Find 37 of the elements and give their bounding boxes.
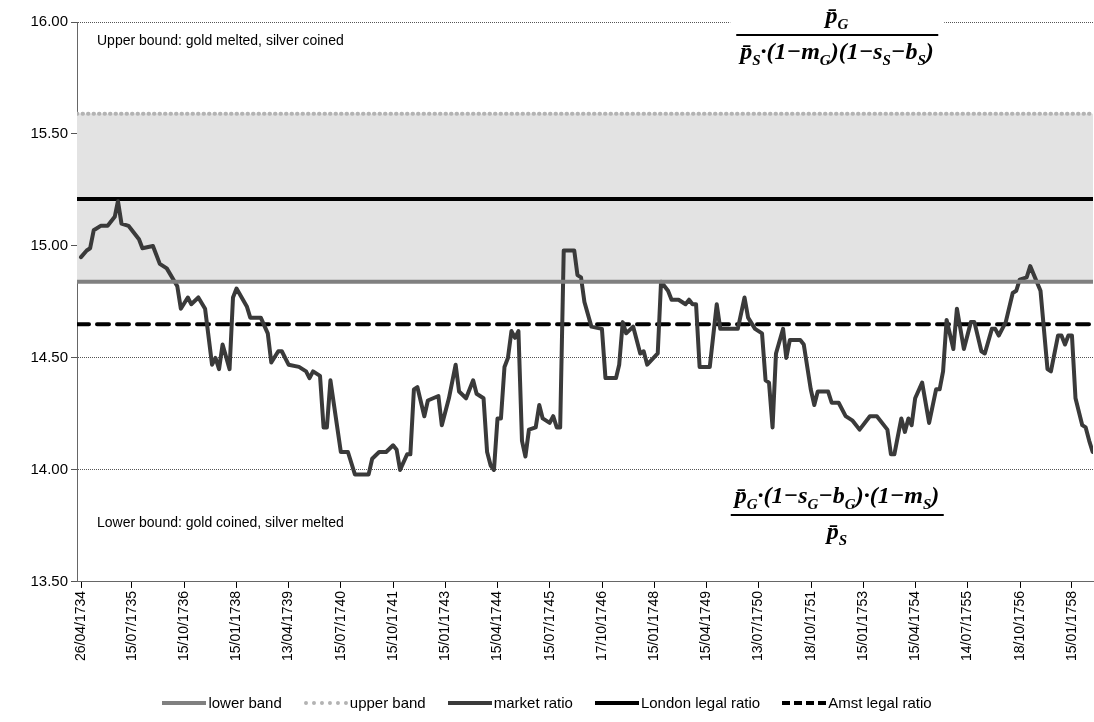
x-tick-label: 13/04/1739	[279, 590, 296, 662]
y-tick-label: 14.00	[30, 460, 68, 478]
x-tick-label: 15/01/1748	[645, 590, 662, 662]
x-tick-label: 15/04/1744	[488, 590, 505, 662]
x-tick-label: 15/01/1743	[436, 590, 453, 662]
x-tick-label: 18/10/1751	[801, 590, 818, 662]
legend-label: Amst legal ratio	[828, 694, 932, 711]
x-tick-label: 15/01/1753	[853, 590, 870, 662]
y-tick-label: 15.00	[30, 236, 68, 254]
x-tick-label: 18/10/1756	[1010, 590, 1027, 662]
x-tick-label: 15/04/1749	[697, 590, 714, 662]
x-tick-label: 15/01/1738	[227, 590, 244, 662]
legend-label: London legal ratio	[640, 694, 761, 711]
x-tick-label: 15/10/1736	[175, 590, 192, 662]
annotation: p̄$_{G}$	[736, 2, 938, 36]
x-tick-label: 15/07/1735	[122, 590, 139, 662]
y-tick-label: 13.50	[30, 572, 68, 590]
x-tick-label: 14/07/1755	[958, 590, 975, 662]
x-tick-label: 13/07/1750	[749, 590, 766, 662]
annotation: Lower bound: gold coined, silver melted	[97, 513, 344, 530]
y-tick-label: 15.50	[30, 124, 68, 142]
x-tick-label: 26/04/1734	[71, 590, 88, 662]
y-tick-label: 14.50	[30, 348, 68, 366]
x-tick-label: 15/01/1758	[1062, 590, 1079, 662]
x-tick-label: 15/07/1745	[540, 590, 557, 662]
x-tick-label: 15/04/1754	[906, 590, 923, 662]
annotation: Upper bound: gold melted, silver coined	[97, 32, 344, 48]
x-tick-label: 17/10/1746	[593, 590, 610, 662]
y-tick-label: 16.00	[30, 12, 68, 30]
legend-label: upper band	[349, 694, 426, 711]
x-tick-label: 15/07/1740	[331, 590, 348, 662]
x-tick-label: 15/10/1741	[383, 590, 400, 662]
legend-label: lower band	[208, 694, 282, 711]
text: p̄$_{G}$·(1−s$_{G}$−b$_{G}$)·(1−m$_{S}$)	[734, 481, 940, 512]
legend-label: market ratio	[493, 694, 573, 711]
annotation: p̄$_{S}$	[824, 516, 849, 549]
text: p̄$_{S}$·(1−m$_{G}$)(1−s$_{S}$−b$_{S}$)	[740, 37, 934, 68]
